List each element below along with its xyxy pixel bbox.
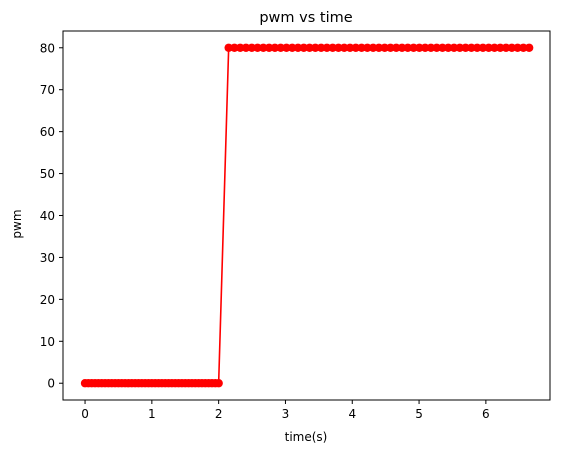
plot-area: [80, 43, 534, 388]
y-tick-label: 20: [40, 293, 55, 307]
x-axis-label: time(s): [285, 430, 328, 444]
y-tick-label: 80: [40, 41, 55, 55]
x-axis: 0 1 2 3 4 5 6: [81, 400, 490, 421]
data-point: [513, 43, 522, 52]
series-line: [85, 46, 530, 385]
data-point: [392, 43, 401, 52]
data-point: [380, 43, 389, 52]
data-point: [241, 43, 251, 52]
data-point: [426, 43, 436, 52]
data-point: [397, 43, 407, 52]
x-tick-label: 3: [282, 407, 290, 421]
data-point: [461, 43, 470, 52]
data-point: [288, 43, 297, 52]
data-point: [253, 43, 262, 52]
data-point: [444, 43, 453, 52]
data-point: [311, 43, 320, 52]
y-tick-label: 0: [47, 377, 55, 391]
data-point: [305, 43, 314, 52]
y-tick-label: 10: [40, 335, 55, 349]
data-point: [386, 43, 395, 52]
data-point: [472, 43, 482, 52]
y-tick-label: 40: [40, 209, 55, 223]
data-point: [214, 379, 223, 388]
data-point: [282, 43, 291, 52]
data-point: [351, 43, 360, 52]
data-point: [224, 43, 233, 52]
plot-frame: [62, 30, 551, 401]
x-tick-label: 0: [81, 407, 89, 421]
data-point: [524, 43, 534, 52]
data-point: [432, 43, 441, 52]
data-point: [403, 43, 413, 52]
data-point: [415, 43, 424, 52]
data-point: [501, 43, 511, 52]
data-point: [230, 43, 239, 52]
data-point: [484, 43, 493, 52]
x-tick-label: 2: [215, 407, 223, 421]
data-point: [455, 43, 465, 52]
data-point: [507, 43, 517, 52]
x-tick-label: 4: [348, 407, 356, 421]
data-point: [334, 43, 343, 52]
data-point: [363, 43, 372, 52]
y-tick-label: 60: [40, 125, 55, 139]
data-point: [438, 43, 447, 52]
x-tick-label: 5: [415, 407, 423, 421]
data-point: [276, 43, 285, 52]
data-point: [409, 43, 418, 52]
y-axis-label: pwm: [10, 209, 24, 238]
data-point: [322, 43, 332, 52]
y-axis: 0 10 20 30 40 50 60 70 80: [40, 41, 63, 391]
data-point: [374, 43, 384, 52]
data-point: [449, 43, 459, 52]
data-point: [236, 43, 245, 52]
y-tick-label: 50: [40, 167, 55, 181]
data-point: [368, 43, 378, 52]
data-point: [467, 43, 476, 52]
data-point: [340, 43, 349, 52]
x-tick-label: 1: [148, 407, 156, 421]
x-tick-label: 6: [482, 407, 490, 421]
chart-title: pwm vs time: [259, 10, 352, 26]
data-point: [345, 43, 355, 52]
data-point: [420, 43, 430, 52]
data-point: [293, 43, 303, 52]
data-point: [270, 43, 280, 52]
data-point: [259, 43, 268, 52]
y-tick-label: 70: [40, 83, 55, 97]
data-point: [357, 43, 366, 52]
data-point: [519, 43, 528, 52]
data-point: [247, 43, 256, 52]
data-point: [328, 43, 337, 52]
data-point: [299, 43, 308, 52]
data-point: [264, 43, 274, 52]
data-point: [478, 43, 488, 52]
data-point: [490, 43, 499, 52]
data-point: [316, 43, 326, 52]
y-tick-label: 30: [40, 251, 55, 265]
data-point: [496, 43, 505, 52]
